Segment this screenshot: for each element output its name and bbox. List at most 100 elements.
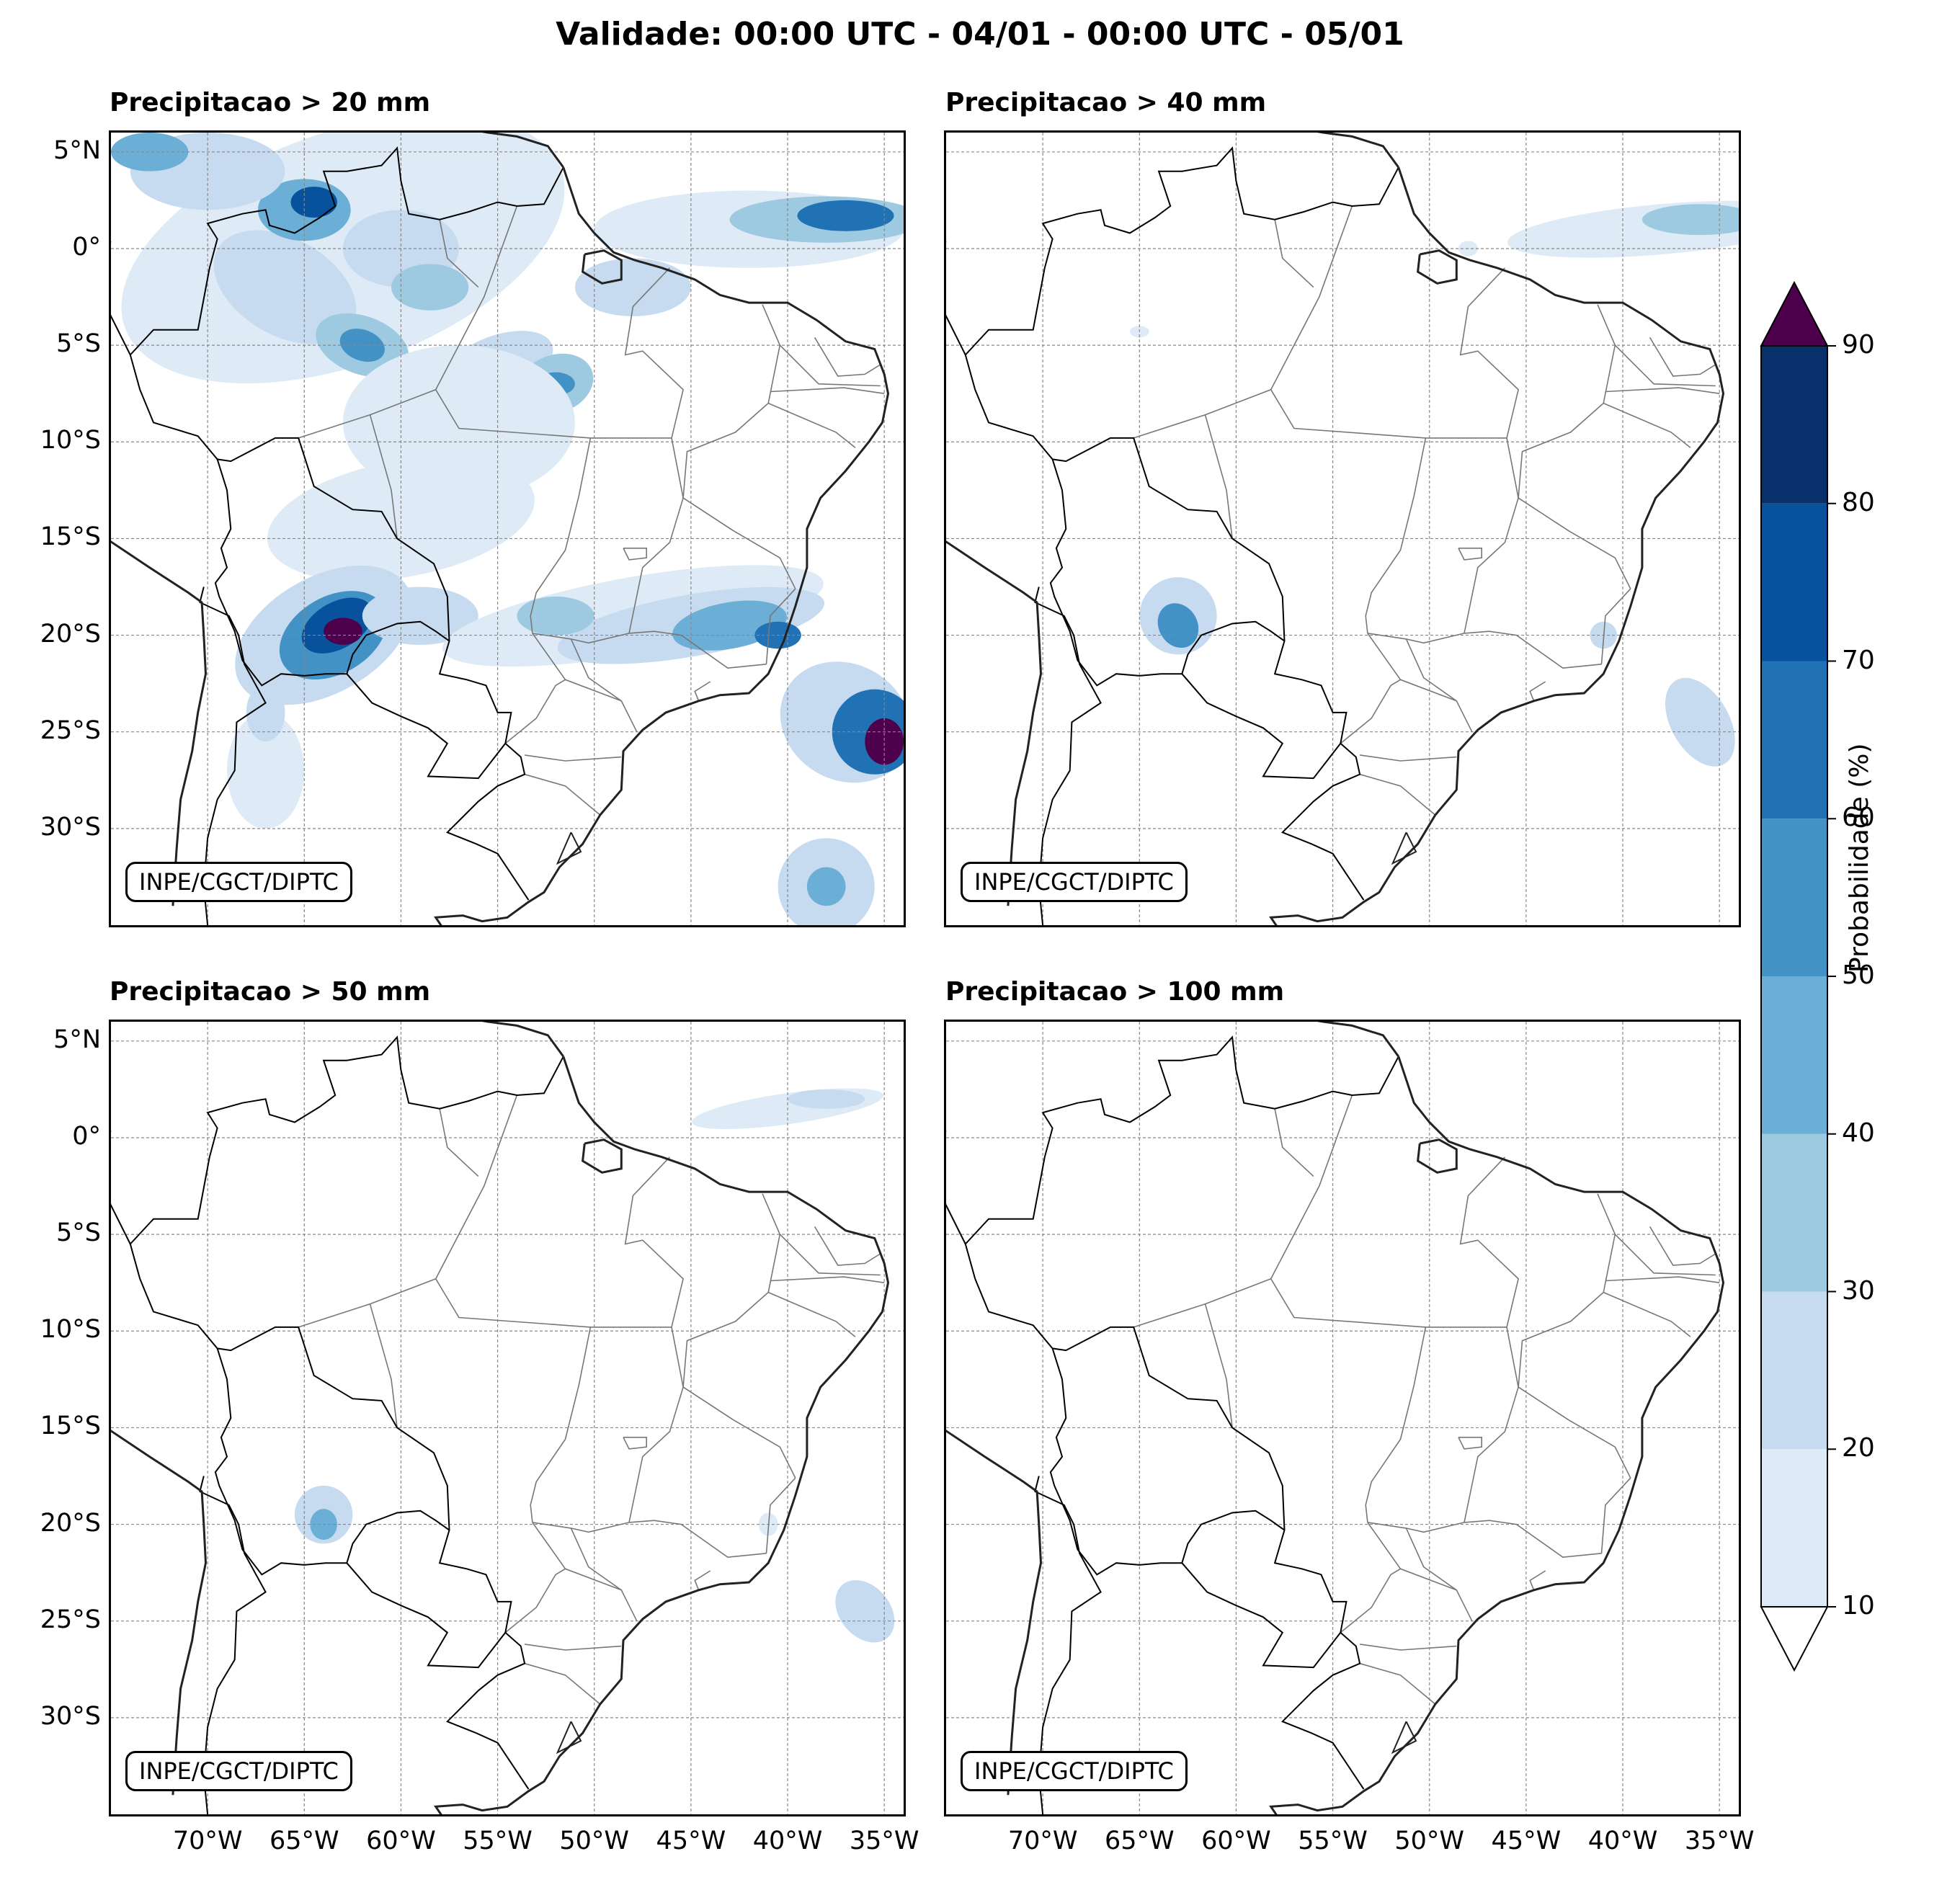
colorbar-tick-label: 90 [1842,330,1875,360]
lon-tick-label: 55°W [463,1827,533,1855]
map-panel-50mm: INPE/CGCT/DIPTC [109,1020,906,1816]
state-border [1274,219,1314,288]
precip-probability-area [226,712,305,829]
state-border [779,344,881,387]
lat-tick-label: 20°S [40,619,101,648]
state-borders [1133,1094,1720,1705]
colorbar-tick-label: 60 [1842,803,1875,833]
state-border [1614,344,1716,387]
precip-probability-area [835,1580,895,1643]
state-border [1600,588,1631,664]
state-border [1367,630,1602,669]
coastline [1317,1022,1400,1058]
precip-probability-area [324,618,362,645]
colorbar-tick-label: 40 [1842,1118,1875,1148]
colorbar-tick-label: 80 [1842,487,1875,517]
lat-tick-label: 30°S [40,1701,101,1731]
map-svg [946,133,1739,925]
state-border [1270,1278,1507,1328]
precip-probability-area [213,230,357,344]
state-border [1367,1522,1473,1622]
gridlines [946,1022,1739,1814]
country-border [1049,459,1286,687]
coastline [481,133,565,169]
country-border [346,1562,507,1669]
state-border [1405,638,1457,702]
country-border [1049,1348,1286,1576]
state-border [524,773,601,816]
state-border [298,1278,436,1328]
colorbar-segment [1761,1291,1827,1450]
country-border [139,389,530,901]
state-border [1204,414,1233,539]
state-border [1605,387,1720,394]
state-border [694,681,711,702]
credit-box: INPE/CGCT/DIPTC [961,1751,1188,1791]
state-border [1529,681,1546,702]
state-border [435,389,672,439]
state-border [623,547,648,561]
lagoa-dos-patos [1391,1721,1417,1755]
lon-tick-label: 70°W [1007,1827,1078,1855]
precip-probability-area [111,133,189,171]
precip-probability-area [806,867,846,906]
state-border [1518,1386,1631,1479]
state-borders [298,1094,885,1705]
precip-probability-area [1157,603,1199,648]
coastline [1317,133,1400,169]
state-border [532,1522,638,1622]
colorbar-over-extension [1760,280,1829,347]
state-border [814,1226,881,1266]
national-borders [111,1035,564,1814]
lon-tick-label: 35°W [849,1827,919,1855]
probability-field [294,1088,895,1643]
state-border [439,219,479,288]
map-panel-100mm: INPE/CGCT/DIPTC [944,1020,1741,1816]
map-svg [111,1022,904,1814]
lon-tick-label: 60°W [1201,1827,1271,1855]
state-border [1649,1226,1716,1266]
state-border [1518,1193,1616,1388]
state-border [1464,437,1519,634]
gridlines [111,1022,904,1814]
lon-tick-label: 45°W [1491,1827,1562,1855]
lon-tick-label: 55°W [1298,1827,1368,1855]
colorbar-segment [1761,661,1827,819]
country-border [214,1348,450,1576]
credit-box: INPE/CGCT/DIPTC [125,862,352,902]
state-border [1605,1276,1720,1283]
state-border [1133,389,1271,439]
lat-tick-label: 0° [72,232,101,262]
colorbar-tick-label: 30 [1842,1275,1875,1306]
state-border [682,497,796,589]
coastline [1269,1056,1725,1814]
precip-probability-area [267,457,535,581]
state-border [570,638,622,702]
state-border [532,630,767,669]
colorbar-tick-label: 50 [1842,960,1875,990]
gridlines [111,133,904,925]
lagoa-dos-patos [1391,832,1417,865]
colorbar-segment [1761,1449,1827,1607]
state-border [1367,633,1473,733]
lon-tick-label: 50°W [1394,1827,1465,1855]
state-border [435,1094,518,1280]
country-border [199,587,267,925]
state-border [767,1291,856,1337]
precip-probability-area [339,329,385,362]
state-border [435,1278,672,1328]
country-border [199,1476,267,1814]
lat-tick-label: 20°S [40,1508,101,1538]
marajo-island [582,249,623,285]
state-border [765,588,796,664]
map-panel-40mm: INPE/CGCT/DIPTC [944,130,1741,927]
state-borders [298,205,885,816]
lat-tick-label: 25°S [40,1605,101,1634]
lat-tick-label: 10°S [40,426,101,455]
colorbar [1760,280,1836,1672]
lat-tick-label: 15°S [40,1412,101,1441]
panel-title-50mm: Precipitacao > 50 mm [110,977,431,1007]
state-border [1529,1570,1546,1591]
lon-tick-label: 60°W [366,1827,436,1855]
state-border [1274,1108,1314,1177]
